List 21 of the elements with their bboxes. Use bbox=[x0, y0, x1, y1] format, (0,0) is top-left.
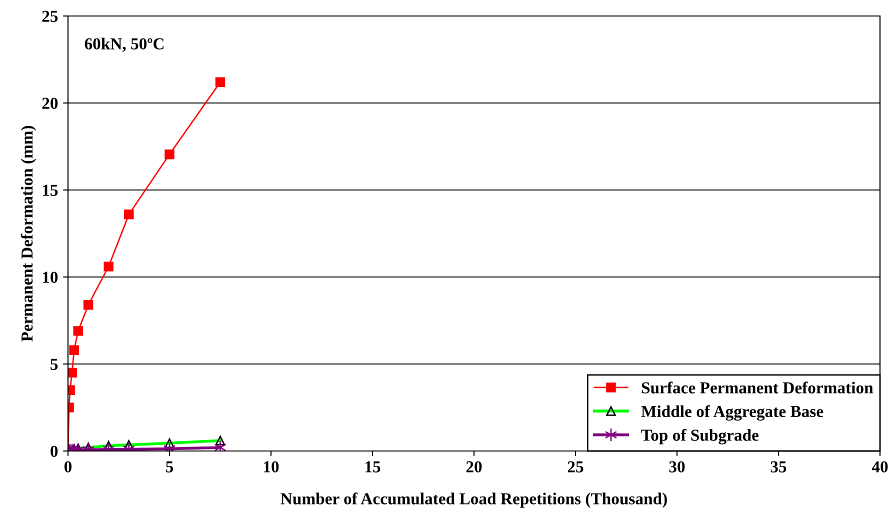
x-axis-title: Number of Accumulated Load Repetitions (Thousand) bbox=[280, 492, 667, 508]
y-tick-label: 25 bbox=[42, 10, 58, 22]
legend-label: Surface Permanent Deformation bbox=[642, 382, 874, 394]
x-tick-label: 40 bbox=[872, 461, 888, 472]
annotation: 60kN, 50ºC bbox=[84, 38, 164, 52]
legend-label: Middle of Aggregate Base bbox=[641, 405, 824, 421]
x-tick-label: 35 bbox=[770, 461, 786, 472]
y-tick-label: 20 bbox=[42, 98, 58, 109]
y-tick-label: 5 bbox=[50, 358, 58, 370]
x-tick-label: 15 bbox=[366, 461, 380, 472]
y-axis-title: Permanent Deformation (mm) bbox=[20, 126, 36, 342]
y-tick-label: 0 bbox=[50, 446, 58, 457]
legend-label: Top of Subgrade bbox=[641, 428, 759, 444]
x-tick-label: 20 bbox=[466, 461, 482, 472]
x-tick-label: 25 bbox=[568, 461, 584, 472]
x-tick-label: 10 bbox=[264, 461, 279, 472]
y-tick-label: 15 bbox=[42, 184, 58, 196]
x-tick-label: 0 bbox=[64, 461, 72, 472]
y-tick-label: 10 bbox=[42, 272, 58, 283]
x-tick-label: 30 bbox=[669, 461, 685, 472]
x-tick-label: 5 bbox=[166, 461, 174, 472]
